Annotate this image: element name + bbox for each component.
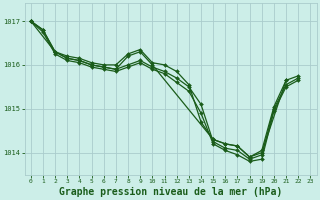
X-axis label: Graphe pression niveau de la mer (hPa): Graphe pression niveau de la mer (hPa) [59, 186, 282, 197]
